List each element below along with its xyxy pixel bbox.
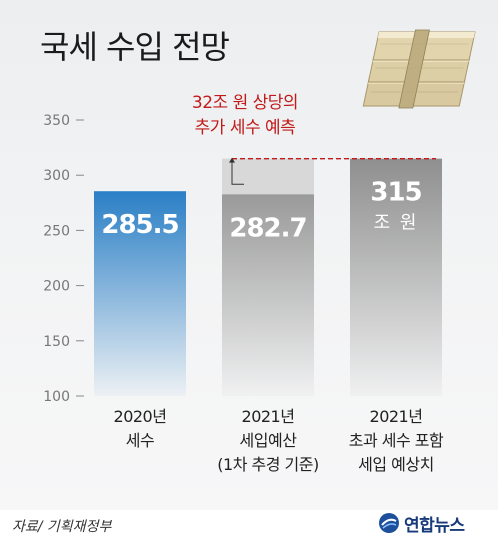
y-tick-label: 200 bbox=[43, 279, 70, 295]
annotation-connector bbox=[231, 162, 244, 185]
extra-revenue-region bbox=[222, 158, 314, 195]
category-label: 세입예산 bbox=[240, 431, 298, 450]
money-bundle-icon bbox=[362, 29, 476, 109]
category-label: 2020년 bbox=[114, 407, 167, 426]
category-label: 2021년 bbox=[370, 407, 423, 426]
y-tick-label: 350 bbox=[43, 113, 70, 129]
y-tick-label: 300 bbox=[43, 168, 70, 184]
bar-3 bbox=[350, 158, 442, 396]
category-label: 세입 예상치 bbox=[358, 455, 434, 474]
category-label: 세수 bbox=[126, 431, 154, 450]
bar-1 bbox=[94, 191, 186, 396]
annotation-text: 추가 세수 예측 bbox=[195, 118, 296, 138]
category-label: 2021년 bbox=[242, 407, 295, 426]
value-label: 282.7 bbox=[229, 213, 306, 243]
value-label: 285.5 bbox=[101, 210, 178, 240]
y-tick-label: 100 bbox=[43, 389, 70, 405]
yonhap-logo: 연합뉴스 bbox=[378, 510, 465, 536]
source-note: 자료/ 기획재정부 bbox=[12, 519, 112, 535]
bar-2 bbox=[222, 194, 314, 396]
category-label: (1차 추경 기준) bbox=[217, 455, 318, 474]
category-label: 초과 세수 포함 bbox=[349, 431, 444, 450]
logo-text: 연합뉴스 bbox=[404, 515, 465, 536]
value-label: 315 bbox=[370, 178, 421, 208]
y-tick-label: 150 bbox=[43, 334, 70, 350]
bar-chart: 100 150 200 250 300 350 285.5 282.7 315 조 원 32조 원 … bbox=[43, 93, 444, 474]
y-tick-label: 250 bbox=[43, 223, 70, 239]
chart-title: 국세 수입 전망 bbox=[40, 28, 230, 66]
annotation-text: 32조 원 상당의 bbox=[192, 93, 298, 113]
annotation-arrowhead bbox=[229, 157, 235, 163]
logo-icon bbox=[379, 513, 399, 533]
value-unit-label: 조 원 bbox=[374, 213, 419, 234]
